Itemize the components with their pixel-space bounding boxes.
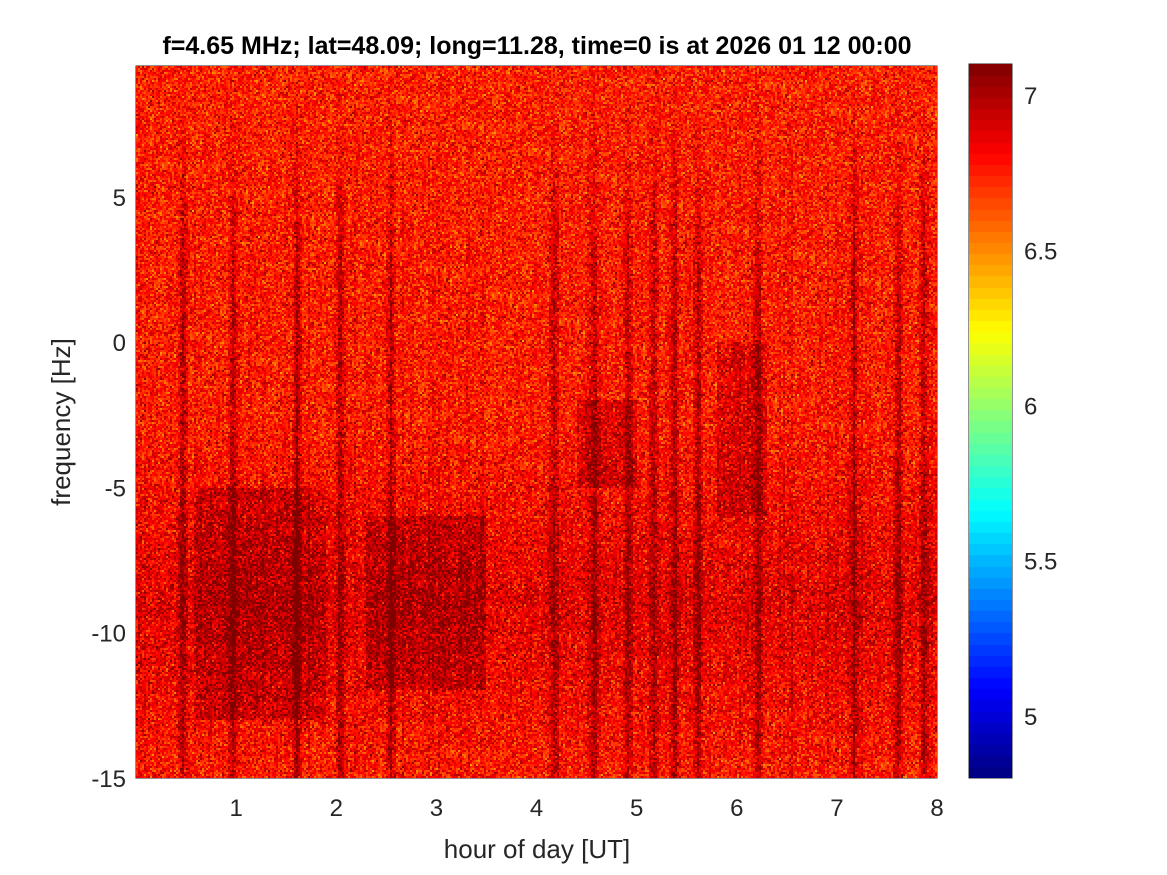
y-axis-label: frequency [Hz]: [46, 338, 76, 506]
x-tick-label: 8: [930, 795, 943, 822]
y-tick-label: 0: [113, 330, 126, 357]
x-axis-label: hour of day [UT]: [444, 834, 630, 864]
x-tick-label: 3: [430, 795, 443, 822]
heatmap-image: [136, 66, 937, 778]
colorbar-tick-label: 5: [1024, 704, 1037, 731]
colorbar-tick-label: 6.5: [1024, 238, 1057, 265]
y-tick-label: 5: [113, 185, 126, 212]
colorbar-gradient: [969, 64, 1012, 778]
y-axis: -15 -10 -5 0 5: [91, 185, 937, 793]
x-tick-label: 2: [330, 795, 343, 822]
x-tick-label: 5: [630, 795, 643, 822]
x-tick-label: 4: [530, 795, 543, 822]
x-tick-label: 6: [730, 795, 743, 822]
y-tick-label: -10: [91, 621, 126, 648]
colorbar-tick-label: 6: [1024, 393, 1037, 420]
x-tick-label: 1: [229, 795, 242, 822]
colorbar-tick-label: 5.5: [1024, 549, 1057, 576]
y-tick-label: -15: [91, 766, 126, 793]
x-tick-label: 7: [830, 795, 843, 822]
colorbar-tick-label: 7: [1024, 83, 1037, 110]
chart-title: f=4.65 MHz; lat=48.09; long=11.28, time=…: [162, 32, 911, 60]
y-tick-label: -5: [105, 475, 126, 502]
